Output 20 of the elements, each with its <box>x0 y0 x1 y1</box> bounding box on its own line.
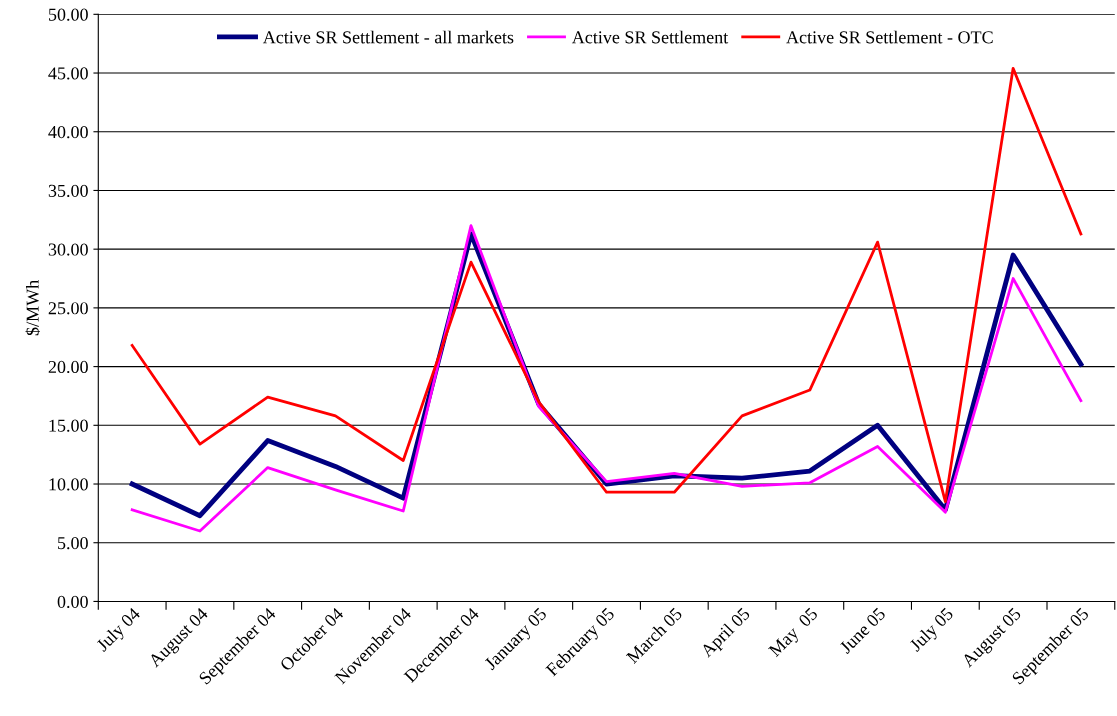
x-tick-label: June 05 <box>838 607 887 655</box>
y-tick-label: 35.00 <box>48 184 88 197</box>
y-tick-label: 0.00 <box>57 595 88 608</box>
y-axis-title: $/MWh <box>25 280 40 336</box>
y-tick-label: 5.00 <box>58 536 88 550</box>
line-series <box>130 66 1083 504</box>
y-tick-label: 30.00 <box>48 243 88 256</box>
x-tick-label: July 05 <box>908 606 957 655</box>
y-tick-label: 50.00 <box>49 8 88 21</box>
x-tick-label: May 05 <box>767 607 821 660</box>
y-tick-label: 15.00 <box>49 419 88 432</box>
legend-label: Active SR Settlement <box>571 30 729 44</box>
x-tick-label: July 04 <box>95 606 144 655</box>
legend-label: Active SR Settlement - all markets <box>262 30 514 44</box>
y-tick-label: 20.00 <box>48 360 88 374</box>
y-tick-label: 45.00 <box>48 67 88 80</box>
y-tick-label: 10.00 <box>49 478 88 491</box>
y-tick-label: 40.00 <box>48 126 88 139</box>
y-tick-label: 25.00 <box>48 302 88 315</box>
legend-label: Active SR Settlement - OTC <box>786 30 993 44</box>
